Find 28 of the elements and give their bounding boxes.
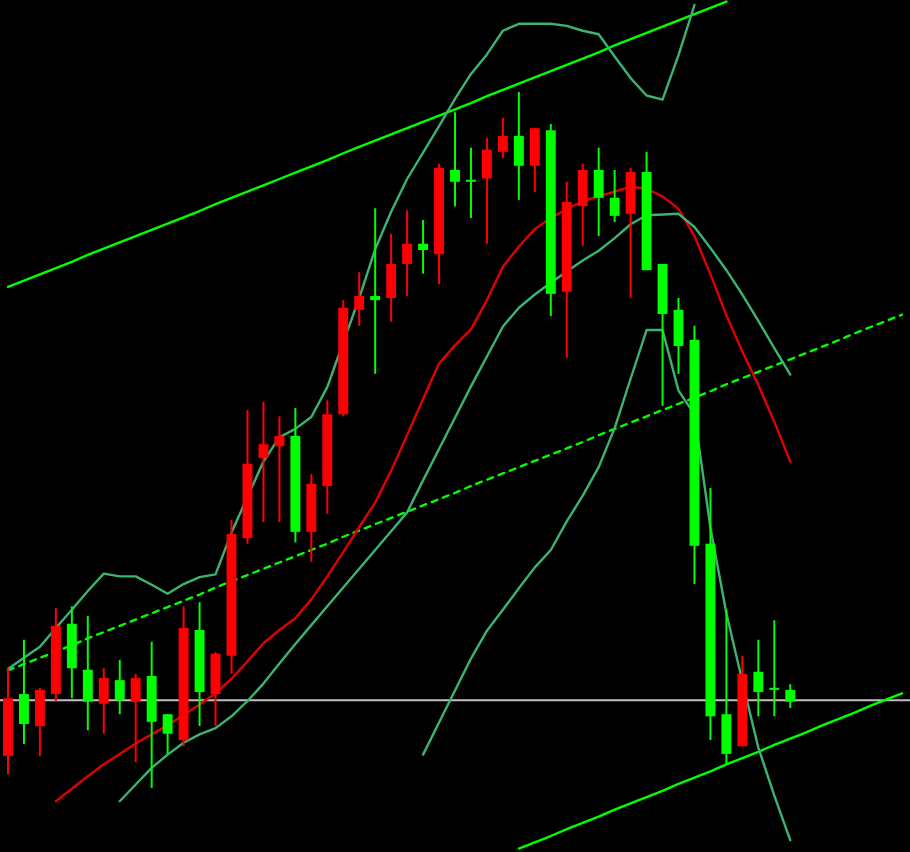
candlestick — [258, 400, 269, 524]
candlestick — [34, 686, 45, 757]
candlestick — [370, 207, 381, 375]
candlestick — [274, 415, 285, 524]
candlestick — [609, 168, 620, 224]
candlestick — [386, 232, 397, 323]
candlestick — [130, 672, 141, 764]
candlestick — [497, 116, 508, 160]
candlestick — [162, 713, 173, 755]
candlestick — [418, 219, 429, 275]
candlestick — [466, 146, 476, 219]
candlestick — [593, 146, 604, 238]
candlestick — [481, 136, 492, 245]
candlestick — [210, 651, 221, 728]
candlestick — [146, 640, 157, 789]
candlestick — [625, 166, 636, 300]
candlestick — [673, 297, 684, 375]
candlestick — [529, 127, 540, 194]
candlestick — [513, 91, 524, 201]
candlestick — [769, 619, 780, 718]
candlestick — [354, 271, 365, 327]
candlestick — [98, 667, 109, 735]
candlestick — [785, 683, 796, 709]
candlestick — [402, 209, 413, 297]
candlestick — [450, 111, 460, 208]
candlestick — [577, 162, 588, 247]
candlestick — [753, 638, 764, 718]
candlestick — [114, 658, 125, 716]
